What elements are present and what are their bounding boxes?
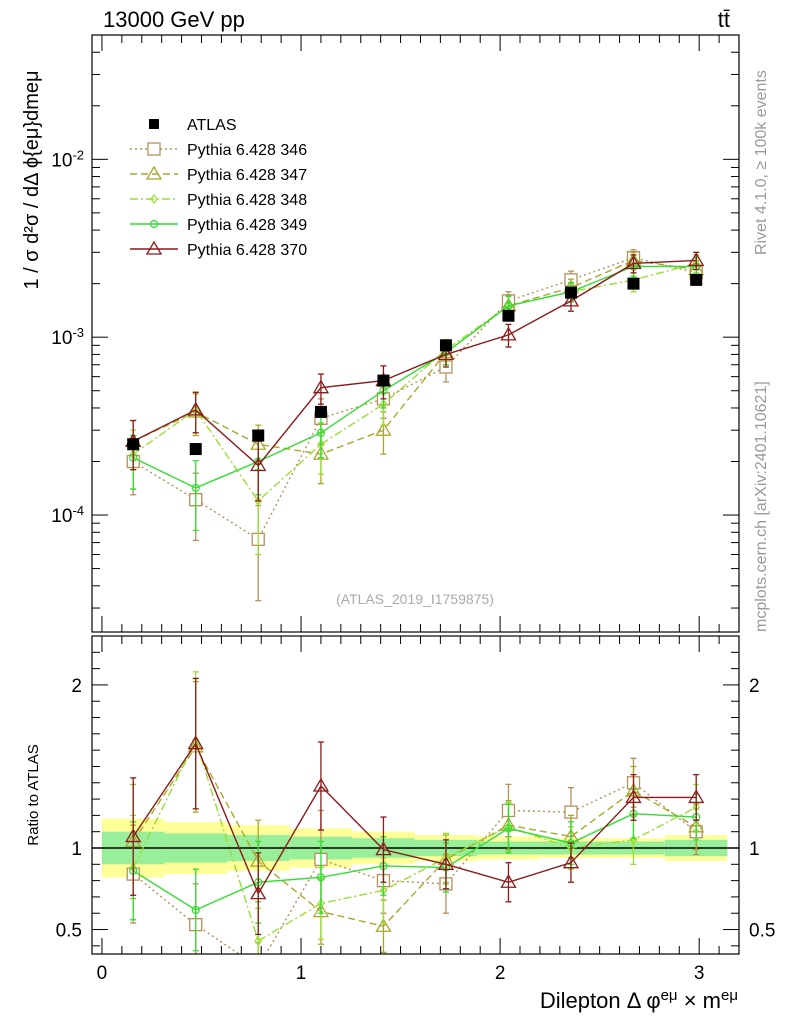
ratio-y-tick-label: 1 <box>71 839 82 860</box>
process-label: tt̄ <box>718 7 730 32</box>
ratio-point <box>562 854 580 869</box>
data-point <box>316 428 326 437</box>
ratio-point <box>625 789 642 804</box>
data-point <box>189 443 202 456</box>
data-point <box>502 309 515 322</box>
data-point <box>250 457 267 472</box>
ratio-point <box>375 917 392 932</box>
ratio-series-4 <box>125 677 705 936</box>
data-point <box>187 401 204 416</box>
data-point <box>627 277 640 290</box>
ratio-point <box>191 905 200 915</box>
main-frame <box>91 34 740 633</box>
legend-item: Pythia 6.428 349 <box>130 217 307 234</box>
data-point <box>191 483 200 493</box>
ratio-point <box>504 824 513 833</box>
legend-label: Pythia 6.428 348 <box>187 192 307 209</box>
legend-label: Pythia 6.428 347 <box>187 167 307 184</box>
y-tick-label: 10-2 <box>51 147 84 172</box>
ratio-point <box>312 777 330 792</box>
ratio-line <box>132 742 697 896</box>
ratio-line <box>132 745 697 928</box>
legend: ATLAS Pythia 6.428 346 Pythia 6.428 347 Pyt… <box>130 117 307 259</box>
ratio-point <box>437 856 455 870</box>
legend-marker <box>150 194 158 204</box>
legend-label: Pythia 6.428 370 <box>187 242 307 259</box>
data-point <box>127 438 140 451</box>
data-point <box>504 301 513 310</box>
data-point <box>439 339 452 352</box>
legend-label: Pythia 6.428 346 <box>187 142 307 159</box>
x-tick-label: 2 <box>495 963 506 984</box>
data-point <box>500 326 517 341</box>
y-tick-label: 10-3 <box>51 325 84 350</box>
data-point <box>437 346 455 361</box>
ratio-point <box>316 873 326 882</box>
ratio-y-tick-label: 2 <box>71 676 82 697</box>
legend-marker <box>145 165 163 180</box>
legend-label: ATLAS <box>187 117 237 134</box>
ratio-frame <box>91 635 740 955</box>
data-point <box>625 255 642 270</box>
legend-item: Pythia 6.428 347 <box>130 165 307 184</box>
legend-item: ATLAS <box>149 117 237 134</box>
series-line <box>132 259 697 467</box>
analysis-id-label: (ATLAS_2019_I1759875) <box>336 591 494 607</box>
data-point <box>377 374 390 387</box>
ratio-point <box>500 873 517 888</box>
legend-marker <box>149 219 159 229</box>
data-point <box>688 252 705 267</box>
series-atlas <box>127 273 703 456</box>
x-tick-label: 0 <box>97 963 108 984</box>
ratio-point <box>125 828 142 843</box>
y-axis-label: 1 / σ d²σ / dΔ ϕ{eμ}dmeμ <box>21 70 43 289</box>
series-line <box>132 256 697 541</box>
data-point <box>312 379 330 394</box>
series-line <box>132 262 697 503</box>
data-point <box>690 273 703 286</box>
ratio-point <box>250 885 267 900</box>
ratio-point <box>254 935 262 946</box>
legend-label: Pythia 6.428 349 <box>187 217 307 234</box>
legend-marker <box>149 119 159 129</box>
x-tick-label: 1 <box>296 963 307 984</box>
ratio-line <box>132 813 697 911</box>
data-point <box>375 421 392 436</box>
ratio-y-tick-label: 0.5 <box>56 921 82 942</box>
ratio-line <box>132 738 697 943</box>
source-label: mcplots.cern.ch [arXiv:2401.10621] <box>753 381 770 632</box>
y-tick-label: 10-4 <box>51 503 84 528</box>
rivet-label: Rivet 4.1.0, ≥ 100k events <box>753 70 770 255</box>
ratio-point <box>375 841 392 856</box>
ratio-y-axis-label: Ratio to ATLAS <box>25 744 42 845</box>
series-line <box>132 265 697 489</box>
legend-marker <box>145 240 163 255</box>
ratio-point <box>187 735 204 750</box>
ratio-y-tick-label: 0.5 <box>749 921 775 942</box>
ratio-point <box>688 789 705 804</box>
ratio-panel: 0.5 0.5 1 1 2 2 0 1 2 3 Ratio to ATLAS <box>25 635 775 984</box>
data-point <box>252 429 265 442</box>
legend-item: Pythia 6.428 346 <box>130 142 307 159</box>
ratio-y-tick-label: 1 <box>749 839 760 860</box>
x-axis-label: Dilepton Δ φeμ × meμ <box>540 987 738 1014</box>
x-tick-label: 3 <box>694 963 705 984</box>
data-point <box>254 495 262 506</box>
ratio-y-tick-label: 2 <box>749 676 760 697</box>
collision-label: 13000 GeV pp <box>103 7 245 32</box>
series-line <box>132 259 697 455</box>
legend-item: Pythia 6.428 370 <box>130 240 307 259</box>
legend-item: Pythia 6.428 348 <box>130 192 307 209</box>
data-point <box>562 292 580 307</box>
data-point <box>314 405 327 418</box>
legend-marker <box>147 142 161 156</box>
main-panel: 10-4 10-3 10-2 ATLAS Pythia 6.428 346 Pythia… <box>21 34 740 633</box>
data-point <box>564 286 577 299</box>
